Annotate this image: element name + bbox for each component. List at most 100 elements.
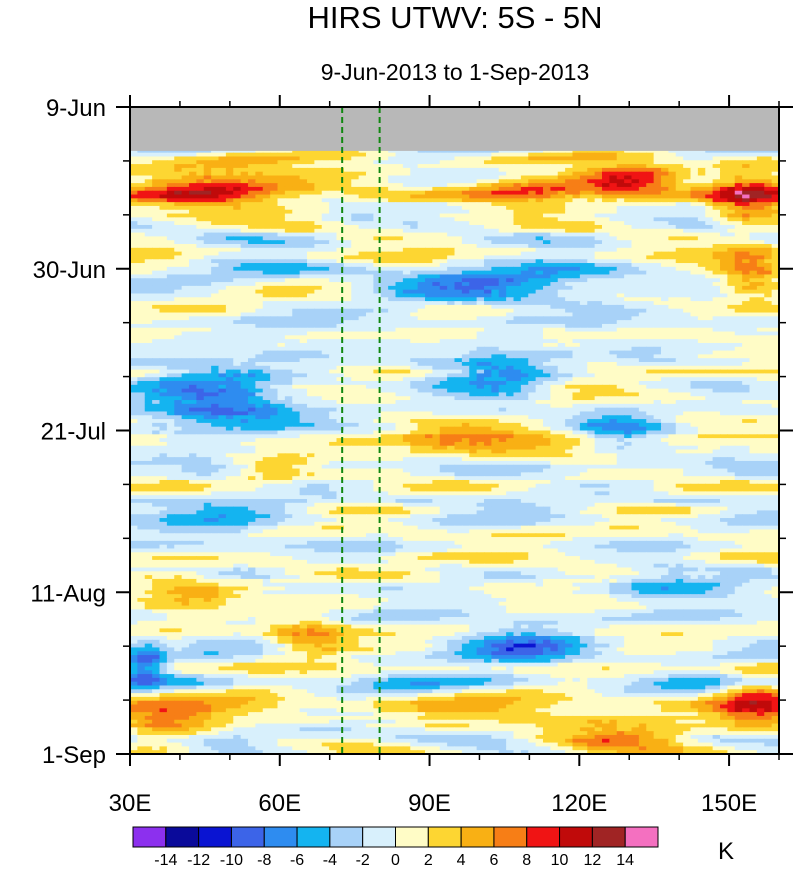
heatmap-cell	[248, 312, 256, 317]
heatmap-cell	[520, 183, 529, 188]
heatmap-cell	[461, 171, 470, 177]
heatmap-cell	[506, 289, 515, 295]
heatmap-cell	[144, 289, 153, 295]
heatmap-cell	[683, 213, 692, 218]
heatmap-cell	[764, 221, 773, 226]
heatmap-cell	[166, 198, 175, 203]
heatmap-cell	[624, 198, 633, 203]
heatmap-cell	[550, 259, 559, 264]
heatmap-cell	[543, 198, 551, 203]
heatmap-cell	[594, 274, 603, 279]
heatmap-cell	[277, 244, 286, 249]
heatmap-cell	[506, 213, 515, 218]
heatmap-cell	[255, 247, 264, 253]
heatmap-cell	[543, 316, 551, 321]
heatmap-cell	[314, 148, 323, 154]
heatmap-cell	[417, 251, 426, 257]
heatmap-cell	[425, 304, 433, 310]
heatmap-cell	[255, 167, 264, 173]
heatmap-cell	[277, 183, 286, 188]
heatmap-cell	[572, 289, 581, 295]
heatmap-cell	[233, 232, 242, 237]
heatmap-cell	[358, 148, 367, 154]
heatmap-cell	[513, 228, 522, 234]
heatmap-cell	[233, 224, 242, 230]
heatmap-cell	[550, 190, 559, 196]
heatmap-cell	[277, 247, 286, 253]
heatmap-cell	[461, 213, 470, 218]
heatmap-cell	[653, 240, 662, 245]
heatmap-cell	[638, 301, 647, 306]
heatmap-cell	[262, 164, 271, 169]
heatmap-cell	[756, 289, 765, 295]
heatmap-cell	[461, 232, 470, 237]
heatmap-cell	[550, 285, 559, 291]
heatmap-cell	[277, 251, 286, 257]
heatmap-cell	[498, 263, 507, 268]
heatmap-cell	[742, 289, 751, 295]
heatmap-cell	[144, 278, 153, 283]
heatmap-cell	[439, 312, 448, 317]
heatmap-cell	[572, 160, 581, 165]
heatmap-cell	[299, 244, 308, 249]
heatmap-cell	[336, 316, 345, 321]
heatmap-cell	[712, 240, 721, 245]
heatmap-cell	[277, 164, 286, 169]
heatmap-cell	[292, 167, 301, 173]
heatmap-cell	[469, 190, 478, 196]
heatmap-cell	[277, 221, 286, 226]
heatmap-cell	[653, 179, 662, 184]
heatmap-cell	[270, 213, 279, 218]
heatmap-cell	[749, 202, 758, 207]
heatmap-cell	[720, 202, 728, 207]
chart-title: HIRS UTWV: 5S - 5N	[307, 0, 602, 35]
heatmap-cell	[461, 205, 470, 211]
heatmap-cell	[616, 209, 625, 215]
heatmap-cell	[395, 164, 404, 169]
heatmap-cell	[727, 228, 736, 234]
heatmap-cell	[683, 293, 692, 298]
heatmap-cell	[491, 228, 500, 234]
heatmap-cell	[425, 312, 433, 317]
heatmap-cell	[454, 148, 463, 154]
heatmap-cell	[166, 312, 175, 317]
heatmap-cell	[594, 244, 603, 249]
heatmap-cell	[292, 198, 301, 203]
heatmap-cell	[469, 312, 478, 317]
heatmap-cell	[653, 209, 662, 215]
heatmap-cell	[240, 247, 249, 253]
heatmap-cell	[579, 164, 588, 169]
heatmap-cell	[240, 148, 249, 154]
heatmap-cell	[314, 217, 323, 222]
heatmap-cell	[469, 198, 478, 203]
heatmap-cell	[756, 247, 765, 253]
heatmap-cell	[690, 301, 699, 306]
heatmap-cell	[646, 217, 655, 222]
heatmap-cell	[351, 251, 360, 257]
heatmap-cell	[255, 270, 264, 276]
heatmap-cell	[653, 259, 662, 264]
heatmap-cell	[454, 259, 463, 264]
heatmap-cell	[727, 148, 736, 154]
heatmap-cell	[609, 247, 618, 253]
heatmap-cell	[174, 164, 183, 169]
heatmap-cell	[395, 167, 404, 173]
heatmap-cell	[211, 171, 220, 177]
heatmap-cell	[425, 228, 433, 234]
heatmap-cell	[366, 209, 374, 215]
heatmap-cell	[491, 301, 500, 306]
heatmap-cell	[742, 160, 751, 165]
heatmap-cell	[646, 198, 655, 203]
heatmap-cell	[690, 278, 699, 283]
heatmap-cell	[661, 297, 669, 302]
heatmap-cell	[181, 164, 190, 169]
heatmap-cell	[528, 297, 537, 302]
heatmap-cell	[609, 289, 618, 295]
heatmap-cell	[225, 179, 234, 184]
heatmap-cell	[653, 251, 662, 257]
heatmap-cell	[756, 232, 765, 237]
heatmap-cell	[602, 289, 610, 295]
heatmap-cell	[631, 190, 640, 196]
heatmap-cell	[631, 282, 640, 287]
heatmap-cell	[196, 194, 205, 199]
